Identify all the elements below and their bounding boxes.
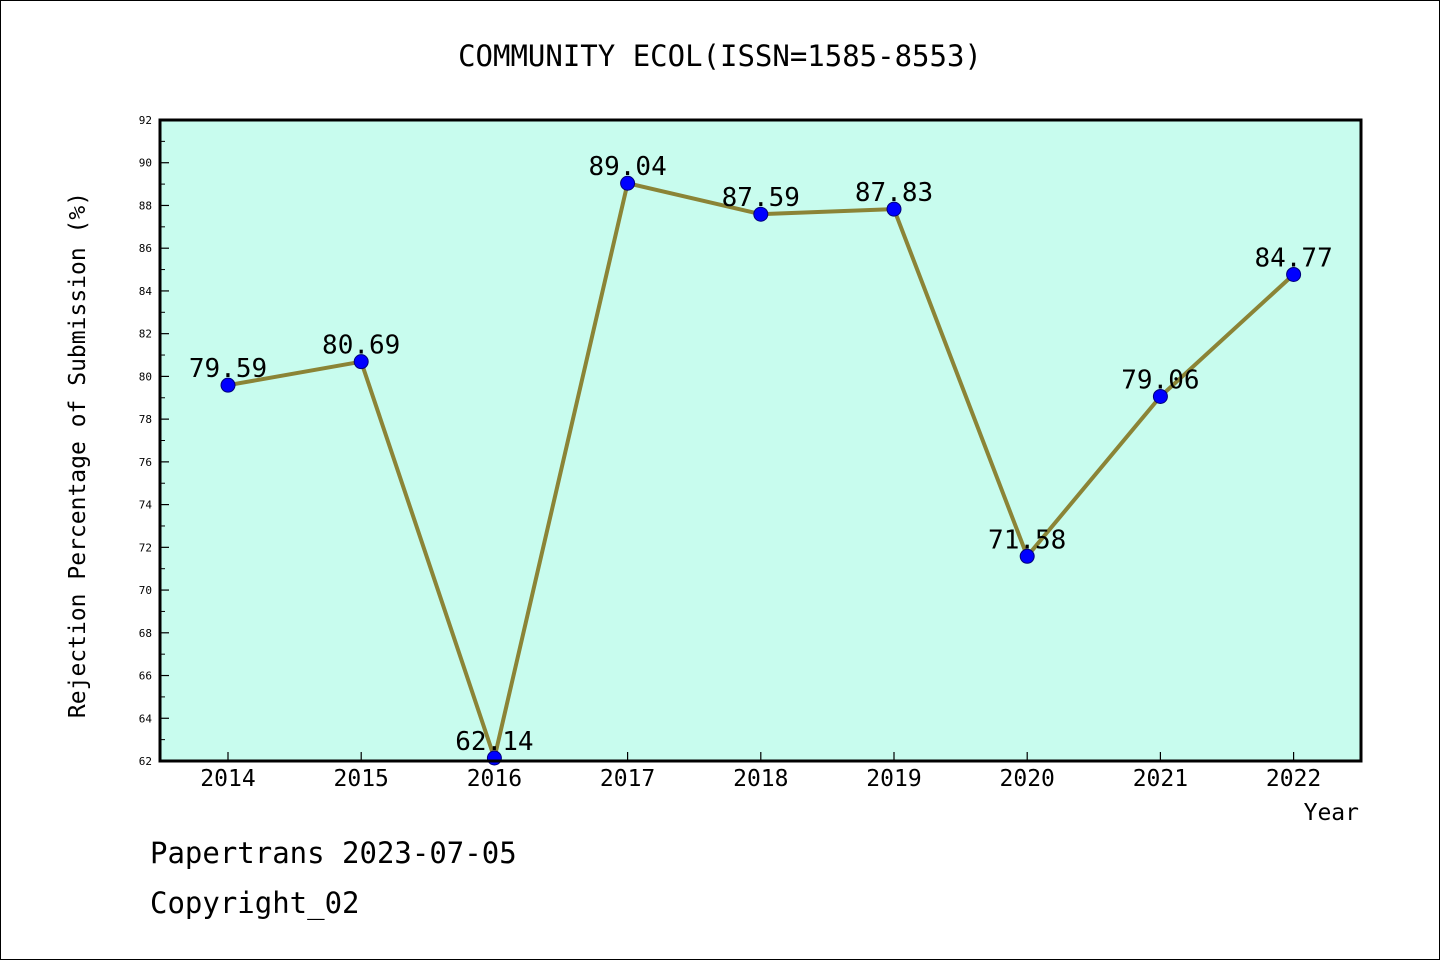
y-tick-label: 72 [139, 541, 152, 554]
y-tick-label: 84 [139, 285, 153, 298]
y-tick-label: 92 [139, 114, 152, 127]
data-point [1286, 266, 1302, 282]
y-tick-label: 62 [139, 755, 152, 768]
data-label: 71.58 [988, 525, 1066, 555]
data-point [353, 354, 369, 370]
plot-area [160, 120, 1361, 761]
data-point [1152, 388, 1168, 404]
x-tick-label: 2015 [334, 766, 389, 792]
y-tick-label: 82 [139, 328, 152, 341]
x-tick-label: 2022 [1266, 766, 1321, 792]
x-tick-label: 2018 [733, 766, 788, 792]
y-tick-label: 80 [139, 370, 152, 383]
data-label: 84.77 [1254, 243, 1332, 273]
x-tick-label: 2020 [1000, 766, 1055, 792]
y-tick-label: 70 [139, 584, 152, 597]
data-label: 89.04 [588, 152, 666, 182]
plot-border [158, 118, 1363, 763]
series-layer: 79.59 80.69 62.14 89.04 87.59 87.83 71.58 79.06… [189, 152, 1333, 766]
data-label: 79.59 [189, 354, 267, 384]
data-point [886, 201, 902, 217]
x-axis-label: Year [1304, 800, 1359, 826]
footer-copyright: Copyright_02 [150, 886, 360, 920]
x-axis: 2014 2015 2016 2017 2018 2019 2020 2021 2022 [200, 752, 1321, 792]
y-tick-label: 66 [139, 670, 152, 683]
y-axis-label: Rejection Percentage of Submission (%) [65, 192, 91, 718]
y-tick-label: 90 [139, 157, 152, 170]
x-tick-label: 2014 [200, 766, 255, 792]
y-tick-label: 68 [139, 627, 152, 640]
y-tick-label: 74 [139, 499, 153, 512]
data-point [620, 175, 636, 191]
data-label: 87.59 [722, 183, 800, 213]
y-tick-label: 64 [139, 712, 153, 725]
data-label: 87.83 [855, 178, 933, 208]
data-point [1019, 548, 1035, 564]
data-point [220, 377, 236, 393]
x-tick-label: 2016 [467, 766, 522, 792]
data-label: 79.06 [1121, 365, 1199, 395]
x-tick-label: 2021 [1133, 766, 1188, 792]
data-label: 62.14 [455, 727, 533, 757]
y-tick-label: 78 [139, 413, 152, 426]
y-tick-label: 76 [139, 456, 152, 469]
data-label: 80.69 [322, 331, 400, 361]
chart-title: COMMUNITY ECOL(ISSN=1585-8553) [458, 39, 982, 73]
y-tick-label: 88 [139, 199, 152, 212]
data-point [753, 206, 769, 222]
x-tick-label: 2017 [600, 766, 655, 792]
y-tick-label: 86 [139, 242, 152, 255]
footer-publisher-date: Papertrans 2023-07-05 [150, 836, 517, 870]
x-tick-label: 2019 [866, 766, 921, 792]
